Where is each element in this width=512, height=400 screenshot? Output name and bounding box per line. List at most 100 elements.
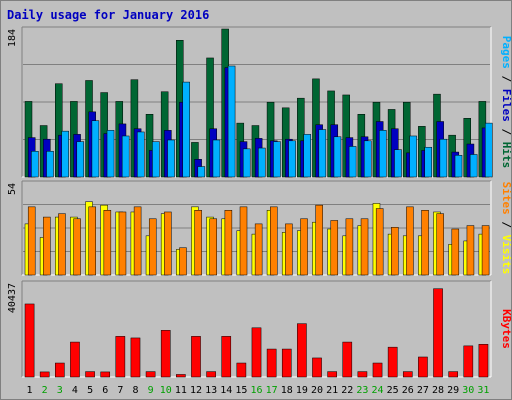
bar-kbytes-day-17 (266, 348, 277, 378)
bar-sites-day-18 (285, 223, 293, 276)
bar-kbytes-day-28 (433, 288, 443, 378)
bar-pages-day-3 (61, 130, 69, 178)
max-label: 40437 (7, 283, 18, 313)
day-label-29: 29 (447, 385, 459, 396)
bar-sites-day-7 (118, 211, 127, 276)
bar-kbytes-day-10 (160, 330, 171, 378)
bar-pages-day-14 (227, 65, 236, 178)
bar-sites-day-25 (391, 227, 399, 276)
bar-sites-day-12 (194, 210, 202, 276)
bar-sites-day-31 (481, 225, 490, 276)
bar-sites-day-30 (466, 225, 475, 276)
day-label-22: 22 (341, 385, 353, 396)
bar-pages-day-25 (394, 149, 402, 178)
bar-pages-day-6 (106, 130, 115, 178)
bar-kbytes-day-1 (24, 303, 35, 378)
day-label-14: 14 (220, 385, 232, 396)
legend-hits_panel: Pages / Files / Hits (500, 36, 511, 169)
day-label-24: 24 (372, 385, 384, 396)
bar-pages-day-21 (333, 136, 342, 178)
bar-sites-day-28 (436, 213, 444, 276)
bar-pages-day-7 (121, 135, 130, 178)
bar-sites-day-17 (270, 206, 278, 276)
day-label-16: 16 (250, 385, 262, 396)
bar-sites-day-10 (164, 211, 172, 276)
day-label-28: 28 (432, 385, 444, 396)
bar-sites-day-16 (254, 223, 263, 276)
day-label-30: 30 (462, 385, 474, 396)
bar-kbytes-day-18 (281, 348, 292, 378)
day-label-5: 5 (87, 385, 93, 396)
bar-pages-day-29 (454, 155, 463, 178)
bar-pages-day-4 (76, 141, 85, 178)
bar-sites-day-3 (58, 213, 66, 276)
day-label-2: 2 (42, 385, 48, 396)
bar-kbytes-day-7 (115, 336, 126, 378)
bar-sites-day-26 (406, 206, 414, 276)
bar-sites-day-2 (43, 216, 51, 276)
bar-kbytes-day-2 (39, 371, 50, 378)
bar-sites-day-24 (375, 208, 384, 276)
bar-kbytes-day-5 (85, 371, 95, 378)
legend-hits: Hits (500, 142, 511, 169)
legend-kbytes_panel: KBytes (500, 309, 511, 349)
bar-sites-day-11 (179, 247, 187, 276)
bar-kbytes-day-23 (357, 371, 368, 378)
bar-kbytes-day-8 (130, 337, 141, 378)
bar-sites-day-13 (209, 218, 217, 276)
bar-sites-day-5 (88, 206, 96, 276)
bar-kbytes-day-25 (387, 346, 398, 378)
bar-kbytes-day-29 (448, 371, 458, 378)
day-label-6: 6 (102, 385, 108, 396)
bar-sites-day-29 (451, 228, 460, 276)
bar-kbytes-day-13 (206, 371, 216, 378)
day-label-19: 19 (296, 385, 308, 396)
day-label-3: 3 (57, 385, 63, 396)
bar-pages-day-26 (409, 135, 417, 178)
day-label-27: 27 (417, 385, 429, 396)
bar-pages-day-5 (91, 120, 100, 178)
day-label-15: 15 (235, 385, 247, 396)
legend-kbytes: KBytes (500, 309, 511, 349)
legend-separator: / (500, 215, 511, 235)
bar-sites-day-6 (103, 210, 112, 276)
bar-pages-day-24 (379, 130, 387, 178)
bar-sites-day-9 (148, 218, 157, 276)
bar-sites-day-20 (315, 204, 323, 276)
bar-kbytes-day-24 (372, 362, 383, 378)
bar-pages-day-17 (273, 141, 281, 178)
day-label-12: 12 (190, 385, 202, 396)
bar-pages-day-15 (242, 148, 251, 178)
bar-kbytes-day-16 (251, 327, 262, 378)
bar-kbytes-day-11 (176, 374, 186, 378)
bar-sites-day-23 (360, 218, 369, 276)
legend-sites: Sites (500, 182, 511, 215)
bar-sites-day-1 (27, 206, 36, 276)
bar-kbytes-day-3 (55, 362, 65, 378)
day-label-1: 1 (27, 385, 33, 396)
day-label-25: 25 (387, 385, 399, 396)
legend-separator: / (500, 122, 511, 142)
bar-pages-day-30 (469, 154, 478, 178)
day-label-7: 7 (117, 385, 123, 396)
bar-pages-day-13 (212, 139, 221, 178)
bar-kbytes-day-22 (342, 341, 353, 378)
bar-pages-day-31 (485, 122, 493, 178)
day-label-8: 8 (132, 385, 138, 396)
bar-pages-day-12 (197, 166, 206, 178)
legend-files: Files (500, 89, 511, 122)
bar-pages-day-10 (167, 139, 175, 178)
bar-kbytes-day-15 (236, 362, 247, 378)
legend-pages: Pages (500, 36, 511, 69)
bar-kbytes-day-4 (70, 341, 80, 378)
legend-visits: Visits (500, 235, 511, 275)
bar-pages-day-2 (46, 151, 54, 178)
bar-pages-day-27 (424, 146, 433, 178)
day-label-9: 9 (148, 385, 154, 396)
bar-sites-day-21 (330, 220, 339, 276)
bar-sites-day-19 (300, 218, 308, 276)
bar-pages-day-22 (348, 146, 357, 178)
day-label-18: 18 (281, 385, 293, 396)
